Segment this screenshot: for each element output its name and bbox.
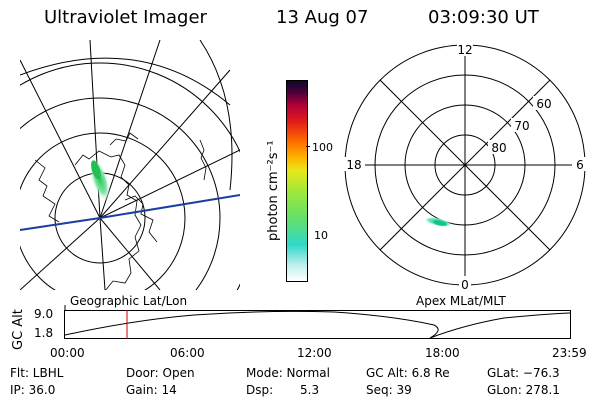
- filter-readout: Flt: LBHL: [10, 366, 64, 380]
- mlat-label-80: 80: [491, 141, 506, 155]
- aurora-emission: [89, 158, 111, 202]
- mlt-label-18: 18: [346, 158, 361, 172]
- apex-polar-plot: 12 18 6 0 60 70 80: [343, 42, 586, 290]
- gc-alt-readout: GC Alt: 6.8 Re: [366, 366, 450, 380]
- mlt-label-12: 12: [457, 43, 472, 57]
- mlt-label-0: 0: [461, 278, 469, 290]
- geographic-map: [19, 40, 240, 290]
- colorbar-unit-label: photon cm⁻²s⁻¹: [266, 140, 281, 241]
- orbit-track: [19, 194, 240, 231]
- lat-circle: [20, 132, 186, 290]
- time-tick-2359: 23:59: [552, 346, 587, 360]
- ip-readout: IP: 36.0: [10, 383, 56, 397]
- alt-tick-min: 1.8: [34, 326, 54, 340]
- glat-readout: GLat: −76.3: [487, 366, 560, 380]
- app-title: Ultraviolet Imager: [44, 7, 207, 28]
- door-readout: Door: Open: [126, 366, 195, 380]
- colorbar-tick-10: 10: [314, 229, 328, 242]
- time-tick-0600: 06:00: [170, 346, 205, 360]
- right-plot-caption: Apex MLat/MLT: [416, 294, 506, 308]
- mlt-label-6: 6: [576, 158, 584, 172]
- dsp-label: Dsp:: [246, 383, 274, 397]
- mode-readout: Mode: Normal: [246, 366, 330, 380]
- left-plot-caption: Geographic Lat/Lon: [70, 294, 188, 308]
- gc-alt-axis-label: GC Alt: [11, 309, 26, 350]
- time-tick-1800: 18:00: [425, 346, 460, 360]
- colorbar: [286, 80, 308, 282]
- dsp-value: 5.3: [300, 383, 320, 397]
- colorbar-tick-100: 100: [312, 141, 333, 154]
- date-label: 13 Aug 07: [276, 7, 369, 28]
- seq-readout: Seq: 39: [366, 383, 412, 397]
- glon-readout: GLon: 278.1: [487, 383, 560, 397]
- alt-tick-max: 9.0: [34, 307, 54, 321]
- time-label: 03:09:30 UT: [428, 7, 539, 28]
- time-tick-1200: 12:00: [297, 346, 332, 360]
- mlat-label-60: 60: [536, 97, 551, 111]
- lat-circle: [20, 62, 240, 290]
- mlat-label-70: 70: [514, 119, 529, 133]
- time-tick-0000: 00:00: [50, 346, 85, 360]
- gain-readout: Gain: 14: [126, 383, 177, 397]
- altitude-timeline: [64, 305, 571, 339]
- lat-circle: [20, 97, 221, 290]
